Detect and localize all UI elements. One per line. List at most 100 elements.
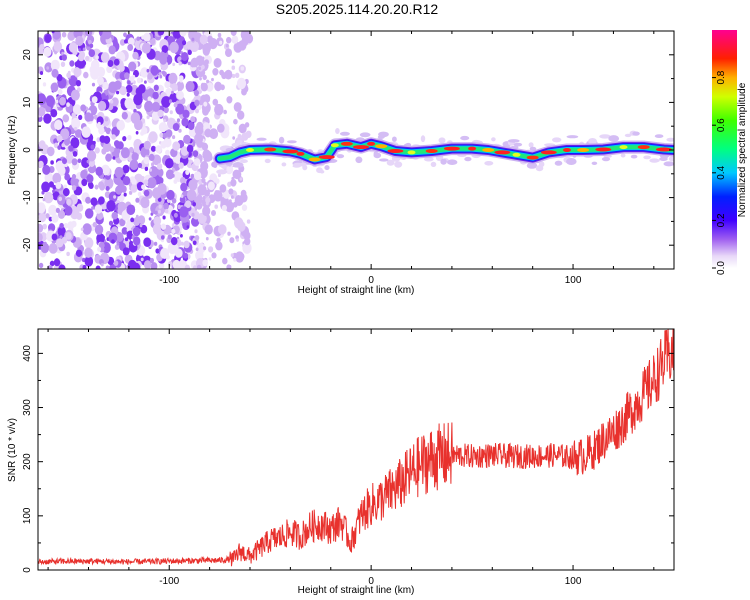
heatmap-noise-cell bbox=[236, 77, 247, 90]
heatmap-noise-cell bbox=[104, 116, 109, 122]
heatmap-noise-cell bbox=[211, 210, 216, 216]
heatmap-noise-cell bbox=[111, 97, 119, 107]
colorbar-tick-label: 0.8 bbox=[716, 70, 727, 84]
heatmap-noise-cell bbox=[38, 160, 44, 168]
heatmap-noise-cell bbox=[157, 197, 162, 202]
heatmap-noise-cell bbox=[155, 248, 160, 254]
heatmap-noise-cell bbox=[181, 117, 189, 127]
heatmap-noise-cell bbox=[185, 169, 190, 175]
heatmap-noise-cell bbox=[171, 198, 177, 204]
heatmap-noise-cell bbox=[233, 102, 242, 112]
heatmap-noise-cell bbox=[54, 119, 63, 131]
heatmap-noise-cell bbox=[101, 92, 106, 99]
heatmap-noise-cell bbox=[239, 253, 245, 260]
ridge-peak bbox=[296, 151, 305, 156]
heatmap-noise-cell bbox=[76, 203, 84, 212]
heatmap-noise-cell bbox=[109, 146, 115, 153]
bottom-x-tick-label: 0 bbox=[368, 576, 374, 587]
heatmap-halo-cell bbox=[666, 137, 674, 142]
heatmap-noise-cell bbox=[50, 82, 59, 93]
heatmap-halo-cell bbox=[359, 132, 371, 138]
heatmap-noise-cell bbox=[111, 239, 115, 244]
heatmap-noise-cell bbox=[237, 133, 242, 139]
heatmap-halo-cell bbox=[620, 153, 626, 158]
heatmap-noise-cell bbox=[55, 99, 59, 104]
heatmap-noise-cell bbox=[144, 166, 149, 171]
heatmap-noise-cell bbox=[236, 195, 241, 201]
ridge-peak bbox=[367, 141, 376, 146]
heatmap-noise-cell bbox=[208, 257, 212, 261]
heatmap-noise-cell bbox=[185, 81, 195, 92]
heatmap-noise-cell bbox=[149, 257, 154, 264]
heatmap-noise-cell bbox=[213, 190, 223, 202]
heatmap-noise-cell bbox=[141, 184, 146, 190]
heatmap-noise-cell bbox=[42, 82, 47, 87]
heatmap-noise-cell bbox=[171, 83, 178, 92]
heatmap-noise-cell bbox=[231, 65, 236, 70]
heatmap-noise-cell bbox=[136, 77, 142, 84]
heatmap-noise-cell bbox=[243, 231, 251, 241]
heatmap-noise-cell bbox=[114, 244, 120, 250]
heatmap-noise-cell bbox=[192, 202, 196, 207]
heatmap-noise-cell bbox=[133, 93, 143, 106]
heatmap-noise-cell bbox=[128, 61, 137, 72]
heatmap-noise-cell bbox=[61, 54, 67, 61]
heatmap-noise-cell bbox=[153, 241, 158, 246]
heatmap-noise-cell bbox=[194, 124, 204, 136]
heatmap-noise-cell bbox=[119, 218, 126, 227]
ridge-peak bbox=[468, 146, 477, 151]
heatmap-noise-cell bbox=[43, 46, 52, 57]
heatmap-noise-cell bbox=[101, 164, 110, 176]
colorbar-tick-label: 0.0 bbox=[716, 261, 727, 275]
heatmap-noise-cell bbox=[55, 207, 61, 213]
heatmap-noise-cell bbox=[73, 66, 82, 77]
heatmap-noise-cell bbox=[129, 176, 136, 183]
heatmap-noise-cell bbox=[193, 265, 197, 269]
heatmap-noise-cell bbox=[111, 211, 119, 220]
heatmap-noise-cell bbox=[226, 36, 232, 44]
heatmap-noise-cell bbox=[48, 181, 55, 188]
bottom-x-ticks: -100 0 100 bbox=[47, 329, 655, 587]
heatmap-halo-cell bbox=[513, 142, 523, 147]
heatmap-noise-cell bbox=[153, 84, 159, 92]
heatmap-noise-cell bbox=[128, 259, 137, 269]
heatmap-noise-cell bbox=[83, 71, 89, 79]
heatmap-noise-cell bbox=[201, 177, 206, 183]
ridge-peak bbox=[526, 155, 539, 160]
heatmap-noise-cell bbox=[203, 246, 207, 251]
heatmap-noise-cell bbox=[124, 237, 129, 242]
heatmap-noise-cell bbox=[147, 72, 153, 80]
heatmap-noise-cell bbox=[124, 39, 128, 44]
heatmap-noise-cell bbox=[225, 48, 232, 57]
heatmap-noise-cell bbox=[173, 102, 178, 108]
heatmap-noise-cell bbox=[218, 224, 227, 235]
heatmap-noise-cell bbox=[85, 55, 90, 62]
heatmap-noise-cell bbox=[52, 172, 62, 184]
heatmap-noise-cell bbox=[86, 174, 94, 184]
heatmap-noise-cell bbox=[66, 198, 72, 206]
heatmap-halo-cell bbox=[240, 159, 248, 164]
heatmap-noise-cell bbox=[217, 123, 225, 133]
heatmap-noise-cell bbox=[121, 111, 128, 120]
heatmap-noise-cell bbox=[77, 53, 85, 62]
heatmap-noise-cell bbox=[175, 103, 185, 115]
heatmap-noise-cell bbox=[131, 152, 139, 162]
heatmap-noise-cell bbox=[90, 59, 100, 71]
colorbar-tick-label: 0.6 bbox=[716, 118, 727, 132]
heatmap-noise-cell bbox=[233, 118, 238, 125]
heatmap-noise-cell bbox=[65, 232, 72, 240]
heatmap-noise-cell bbox=[39, 71, 44, 75]
heatmap-halo-cell bbox=[281, 162, 287, 167]
heatmap-noise-cell bbox=[58, 264, 66, 269]
heatmap-noise-cell bbox=[143, 140, 151, 150]
top-y-tick-label: -10 bbox=[22, 190, 33, 205]
heatmap-noise-cell bbox=[158, 31, 165, 36]
heatmap-noise-cell bbox=[123, 192, 127, 197]
heatmap-noise-cell bbox=[246, 219, 251, 224]
heatmap-noise-cell bbox=[127, 134, 132, 141]
heatmap-noise-cell bbox=[85, 196, 91, 204]
heatmap-noise-cell bbox=[75, 35, 84, 47]
heatmap-noise-cell bbox=[70, 208, 80, 220]
heatmap-halo-cell bbox=[373, 150, 378, 157]
heatmap-noise-cell bbox=[141, 42, 151, 54]
